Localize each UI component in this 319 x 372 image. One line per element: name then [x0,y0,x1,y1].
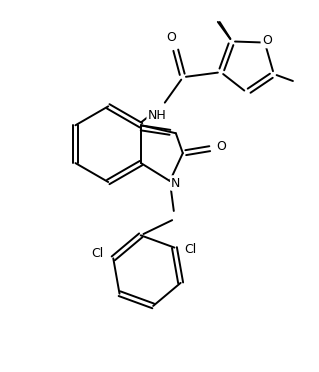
Text: O: O [262,34,272,47]
Text: N: N [171,176,181,189]
Text: O: O [166,31,176,44]
Text: Cl: Cl [184,243,197,256]
Text: O: O [217,140,226,153]
Text: NH: NH [148,109,167,122]
Text: Cl: Cl [91,247,103,260]
